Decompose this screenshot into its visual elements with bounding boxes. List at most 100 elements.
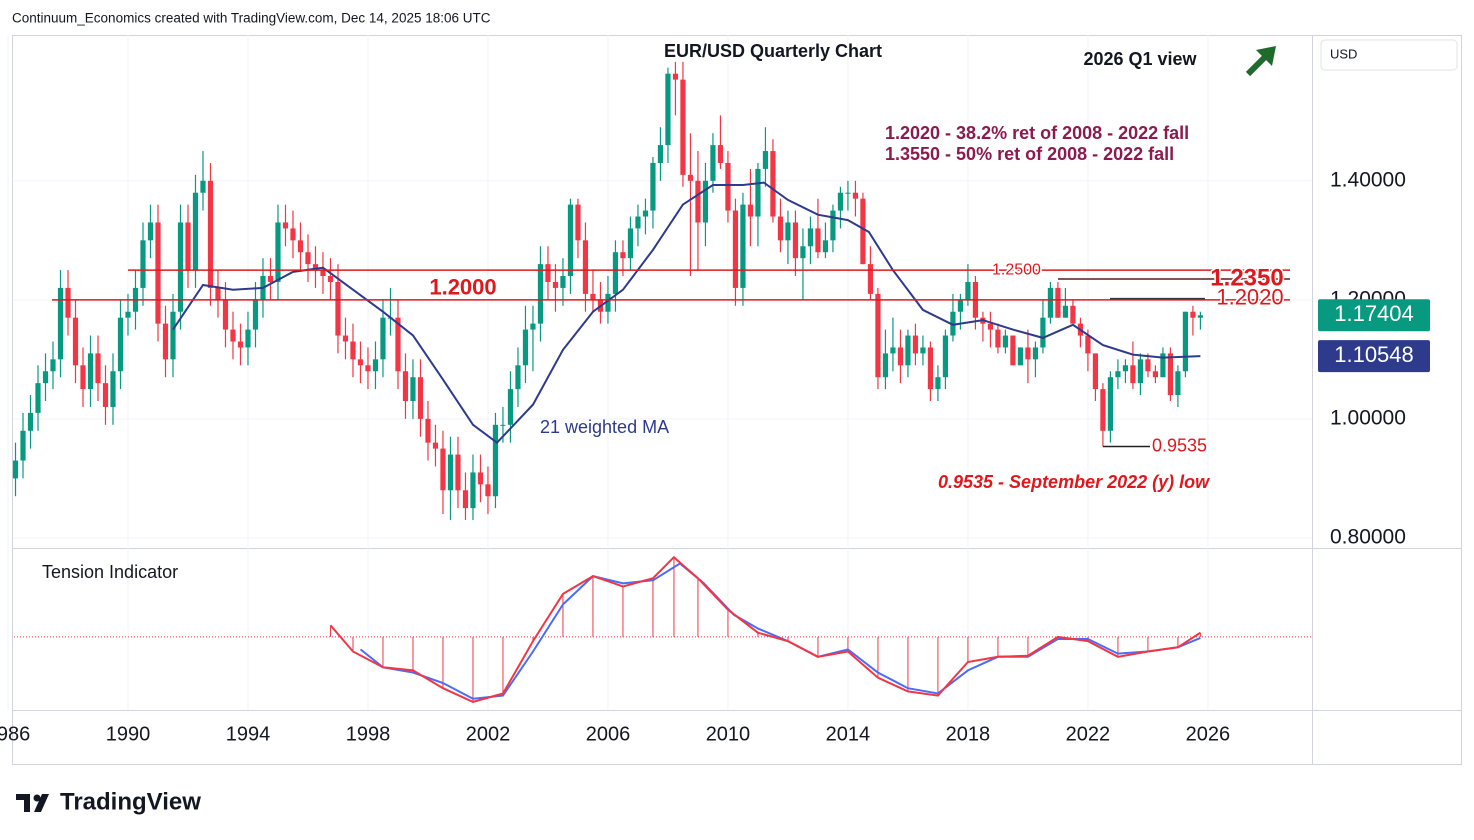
candle-body xyxy=(1062,305,1069,318)
candle-body xyxy=(740,204,746,288)
candle-body xyxy=(245,329,251,348)
candle-body xyxy=(575,204,581,241)
candle-body xyxy=(590,293,596,300)
candle-body xyxy=(785,222,791,241)
candle-body xyxy=(215,287,221,300)
candle-body xyxy=(155,222,161,324)
logo-icon xyxy=(16,794,49,812)
candle-body xyxy=(27,412,34,431)
candle-body xyxy=(417,377,424,419)
candle-body xyxy=(912,335,919,354)
candle-body xyxy=(1100,389,1106,431)
x-tick-label: 2014 xyxy=(826,723,871,745)
candle-body xyxy=(447,454,454,491)
candle-body xyxy=(537,264,544,324)
candle-body xyxy=(185,222,191,271)
candle-body xyxy=(515,365,521,390)
candle-body xyxy=(470,472,476,509)
level-label: 1.2000 xyxy=(429,275,496,300)
candle-body xyxy=(477,472,484,485)
x-tick-label: 2026 xyxy=(1186,723,1231,745)
candle-body xyxy=(440,448,446,491)
candle-body xyxy=(725,162,731,211)
candle-body xyxy=(252,299,259,330)
candle-body xyxy=(905,335,911,366)
candle-body xyxy=(462,490,469,509)
candle-body xyxy=(852,192,859,199)
candle-body xyxy=(627,228,634,259)
candle-body xyxy=(957,299,964,312)
candle-body xyxy=(950,311,956,336)
candle-body xyxy=(1115,371,1121,378)
candle-body xyxy=(860,198,866,265)
candle-body xyxy=(117,317,124,372)
candle-body xyxy=(920,347,926,354)
candle-body xyxy=(1085,335,1091,354)
candle-body xyxy=(762,151,769,169)
candle-body xyxy=(1122,365,1129,372)
indicator-title: Tension Indicator xyxy=(42,562,178,582)
annotation: 1.3550 - 50% ret of 2008 - 2022 fall xyxy=(885,144,1174,164)
candle-body xyxy=(1040,317,1046,348)
candle-body xyxy=(72,317,79,366)
candle-body xyxy=(582,240,589,294)
candle-body xyxy=(1025,347,1031,360)
candle-body xyxy=(50,359,56,372)
ma-price-label: 1.10548 xyxy=(1334,342,1414,367)
candle-body xyxy=(642,210,649,217)
candle-body xyxy=(890,347,896,354)
candle-body xyxy=(567,204,574,277)
candle-body xyxy=(965,281,971,300)
candle-body xyxy=(1002,335,1009,348)
candle-body xyxy=(342,335,349,342)
candle-body xyxy=(777,216,784,241)
indicator-line xyxy=(359,562,1201,700)
candle-body xyxy=(830,210,836,241)
candle-body xyxy=(162,323,169,360)
level-label: 1.2350 xyxy=(1210,264,1283,291)
candle-body xyxy=(635,216,641,229)
candle-body xyxy=(747,204,754,217)
candle-body xyxy=(350,341,356,360)
candle-body xyxy=(1160,353,1166,378)
candle-body xyxy=(620,252,626,259)
candle-body xyxy=(687,174,694,181)
candle-body xyxy=(605,293,611,312)
histogram xyxy=(329,557,1201,702)
candle-body xyxy=(140,240,146,288)
candle-body xyxy=(492,424,499,497)
candle-body xyxy=(545,264,551,282)
candle-body xyxy=(380,317,386,360)
candle-body xyxy=(822,240,829,253)
candle-body xyxy=(882,353,889,378)
candle-body xyxy=(672,73,679,80)
annotation: 0.9535 - September 2022 (y) low xyxy=(938,472,1210,492)
candle-body xyxy=(432,442,439,449)
candle-body xyxy=(807,228,814,247)
candle-body xyxy=(612,252,619,294)
candle-body xyxy=(230,329,236,342)
candle-body xyxy=(1070,305,1076,324)
candle-body xyxy=(1047,287,1054,318)
candle-body xyxy=(95,353,101,384)
y-tick-label: 1.00000 xyxy=(1330,406,1406,429)
x-tick-label: 2022 xyxy=(1066,723,1111,745)
candle-body xyxy=(282,222,289,229)
candle-body xyxy=(267,276,274,282)
annotation: 2026 Q1 view xyxy=(1083,49,1197,69)
level-label: 1.2020 xyxy=(1216,284,1283,309)
currency: USD xyxy=(1330,46,1357,61)
candle-body xyxy=(1145,359,1151,372)
candle-body xyxy=(402,371,409,402)
candle-body xyxy=(867,264,874,294)
candle-body xyxy=(485,484,491,497)
candle-body xyxy=(365,365,371,372)
candle-body xyxy=(680,79,686,175)
indicator-line xyxy=(329,555,1201,703)
candle-body xyxy=(665,73,671,146)
currency-box[interactable] xyxy=(1320,39,1458,71)
candle-body xyxy=(200,180,206,193)
candle-body xyxy=(357,359,364,366)
candle-body xyxy=(42,371,49,384)
